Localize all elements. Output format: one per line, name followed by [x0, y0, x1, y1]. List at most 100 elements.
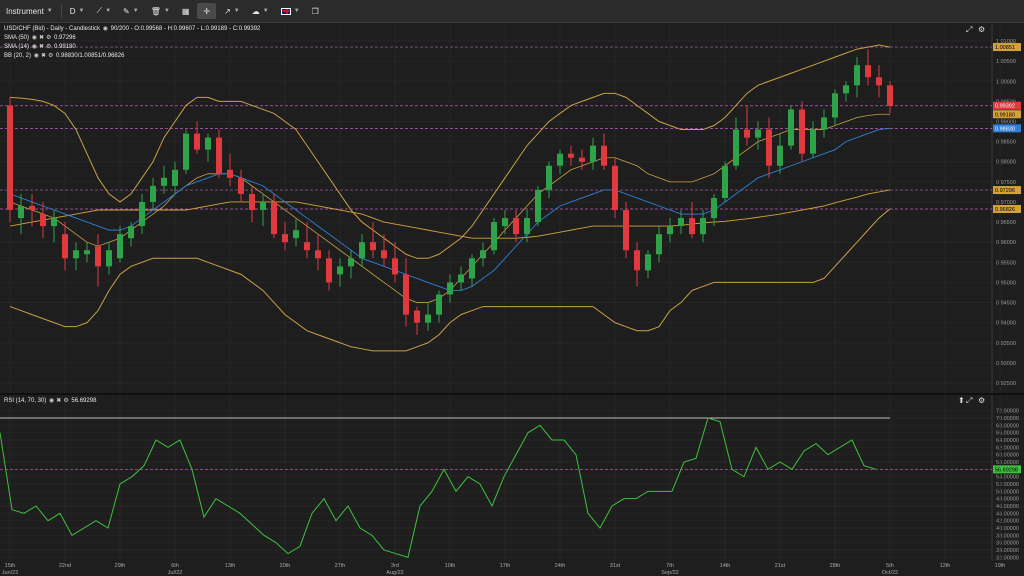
close-icon[interactable]: ✖ — [40, 53, 46, 59]
candle — [601, 145, 607, 166]
close-icon[interactable]: ✖ — [56, 398, 62, 404]
expand-icon[interactable]: ⤢ — [966, 396, 973, 405]
y-tick-label: 0.97000 — [996, 200, 1016, 206]
candle — [546, 165, 552, 190]
rsi-tick-label: 62.00000 — [996, 445, 1019, 451]
price-badge-label: 0.97296 — [995, 188, 1015, 194]
x-tick-label: 19th — [995, 563, 1006, 569]
candle — [436, 294, 442, 315]
line-tool-button[interactable]: ⟋ ▼ — [90, 0, 117, 22]
candle — [766, 129, 772, 166]
interval-dropdown[interactable]: D ▼ — [64, 0, 91, 22]
candle — [414, 310, 420, 323]
candle — [7, 105, 13, 211]
price-chart[interactable]: 1.010001.005001.000000.995000.990000.985… — [0, 23, 1024, 393]
close-icon[interactable]: ✖ — [38, 35, 44, 41]
gear-icon[interactable]: ⚙ — [63, 398, 69, 404]
candle — [656, 234, 662, 255]
crosshair-button[interactable]: ✛ — [197, 3, 217, 19]
language-button[interactable]: ▼ — [275, 0, 306, 22]
x-tick-label: 7th — [666, 563, 674, 569]
rsi-tick-label: 50.00000 — [996, 489, 1019, 495]
candle — [579, 157, 585, 162]
window-icon: ❐ — [311, 6, 319, 16]
expand-icon[interactable]: ⤢ — [966, 25, 973, 34]
y-tick-label: 0.99000 — [996, 120, 1016, 126]
candle — [832, 93, 838, 118]
trash-tool-button[interactable]: 🗑 ▼ — [145, 0, 176, 22]
candle — [645, 254, 651, 271]
settings-icon[interactable]: ⚙ — [978, 25, 986, 34]
price-badge-label: 0.99392 — [995, 104, 1015, 110]
candle — [227, 169, 233, 178]
share-icon: ↗ — [224, 6, 231, 16]
share-button[interactable]: ↗ ▼ — [218, 0, 246, 22]
bb-lower-line — [9, 208, 891, 352]
candle — [458, 274, 464, 283]
y-tick-label: 0.93000 — [996, 361, 1016, 367]
rsi-tick-label: 70.00000 — [996, 416, 1019, 422]
gear-icon[interactable]: ⚙ — [45, 35, 52, 41]
legend-row-bb: BB (20, 2) ◉ ✖ ⚙ 0.98830/1.00851/0.96826 — [4, 53, 125, 59]
x-tick-sublabel: Aug/22 — [386, 570, 403, 576]
weather-button[interactable]: ☁ ▼ — [246, 0, 275, 22]
candle — [711, 197, 717, 219]
window-button[interactable]: ❐ — [306, 0, 325, 22]
rsi-tick-label: 36.00000 — [996, 541, 1019, 547]
y-tick-label: 0.95000 — [996, 280, 1016, 286]
move-up-icon[interactable]: ⬆ — [958, 396, 965, 405]
price-badge-label: 0.98830 — [995, 126, 1015, 132]
rsi-line — [0, 417, 877, 558]
rsi-tick-label: 54.00000 — [996, 475, 1019, 481]
y-tick-label: 0.94500 — [996, 301, 1016, 307]
candle — [502, 218, 508, 227]
candle — [513, 218, 519, 235]
x-tick-label: 20th — [280, 563, 291, 569]
axis-bg — [0, 561, 1024, 576]
rsi-pane[interactable]: 72.00000 70.00000 68.00000 66.00000 64.00000… — [0, 393, 1024, 566]
instrument-label: Instrument — [6, 6, 44, 16]
eye-icon[interactable]: ◉ — [31, 44, 37, 50]
eye-icon[interactable]: ◉ — [33, 53, 39, 59]
eye-icon[interactable]: ◉ — [31, 35, 37, 41]
close-icon[interactable]: ✖ — [38, 44, 44, 50]
rsi-tick-label: 60.00000 — [996, 453, 1019, 459]
layout-button[interactable]: ▦ — [176, 0, 196, 22]
y-tick-label: 0.97500 — [996, 180, 1016, 186]
candle — [359, 242, 365, 259]
instrument-dropdown[interactable]: Instrument ▼ — [0, 0, 59, 22]
x-tick-sublabel: Sep/22 — [661, 570, 678, 576]
x-tick-label: 15th — [5, 563, 16, 569]
candle — [612, 165, 618, 211]
y-tick-label: 0.96500 — [996, 220, 1016, 226]
sma50-line — [9, 189, 891, 239]
gear-icon[interactable]: ⚙ — [45, 44, 52, 50]
x-tick-label: 29th — [115, 563, 126, 569]
candle — [260, 201, 266, 211]
settings-icon[interactable]: ⚙ — [978, 396, 986, 405]
chevron-down-icon: ▼ — [132, 8, 139, 14]
candle — [315, 250, 321, 259]
eye-icon[interactable]: ◉ — [102, 26, 108, 32]
price-pane[interactable]: 1.010001.005001.000000.995000.990000.985… — [0, 23, 1024, 393]
legend-row-sma14: SMA (14) ◉ ✖ ⚙ 0.99180 — [4, 44, 76, 50]
chevron-down-icon: ▼ — [293, 8, 300, 14]
x-tick-label: 31st — [610, 563, 621, 569]
x-tick-label: 21st — [775, 563, 786, 569]
rsi-tick-label: 46.00000 — [996, 504, 1019, 510]
x-tick-label: 28th — [830, 563, 841, 569]
pencil-tool-button[interactable]: ✎ ▼ — [117, 0, 145, 22]
candle — [469, 258, 475, 279]
eye-icon[interactable]: ◉ — [49, 398, 55, 404]
x-tick-label: 3rd — [391, 563, 399, 569]
crosshair-icon: ✛ — [203, 6, 211, 16]
rsi-tick-label: 48.00000 — [996, 497, 1019, 503]
candle — [788, 109, 794, 146]
candle — [810, 129, 816, 154]
candle — [40, 214, 46, 227]
price-badge — [993, 124, 1021, 133]
gear-icon[interactable]: ⚙ — [47, 53, 54, 59]
candle — [293, 230, 299, 239]
